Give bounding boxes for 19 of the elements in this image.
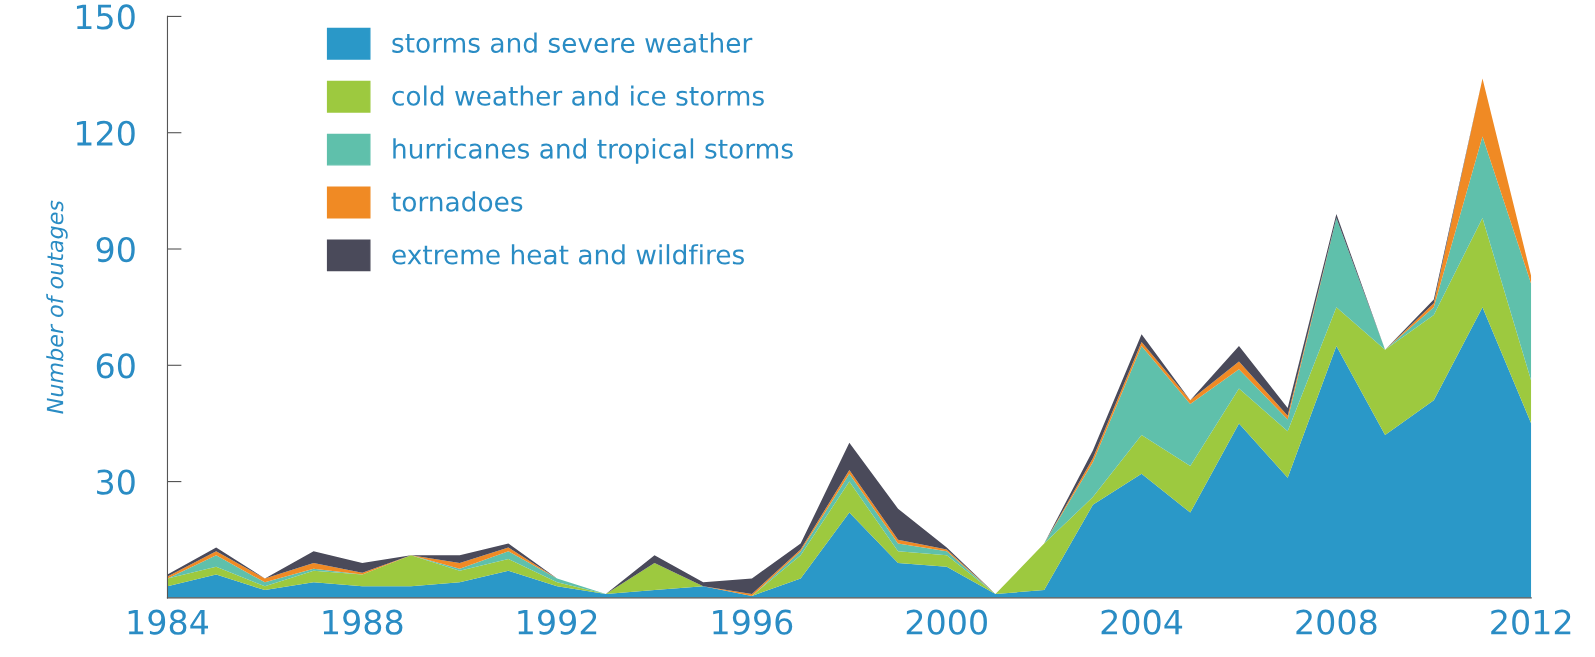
x-tick-label: 1984 [128, 609, 209, 635]
y-tick-label: 30 [97, 469, 135, 495]
x-tick-label: 1988 [323, 609, 403, 635]
y-tick-label: 150 [76, 4, 135, 30]
x-tick-label: 2004 [1101, 609, 1183, 635]
x-tick-label: 2008 [1296, 609, 1377, 635]
y-tick-label: 90 [96, 236, 135, 263]
x-tick-label: 1992 [518, 609, 597, 635]
y-axis-title: Number of outages [46, 200, 68, 414]
legend-label: extreme heat and wildfires [392, 244, 744, 265]
x-tick-label: 1996 [713, 609, 793, 635]
legend-label: storms and severe weather [392, 32, 753, 53]
x-tick-label: 2012 [1491, 609, 1571, 635]
legend-label: tornadoes [391, 191, 523, 212]
y-tick-label: 120 [76, 120, 135, 146]
legend-label: hurricanes and tropical storms [393, 138, 793, 164]
y-tick-label: 60 [96, 353, 135, 379]
x-tick-label: 2000 [906, 609, 987, 635]
legend-label: cold weather and ice storms [392, 85, 764, 106]
